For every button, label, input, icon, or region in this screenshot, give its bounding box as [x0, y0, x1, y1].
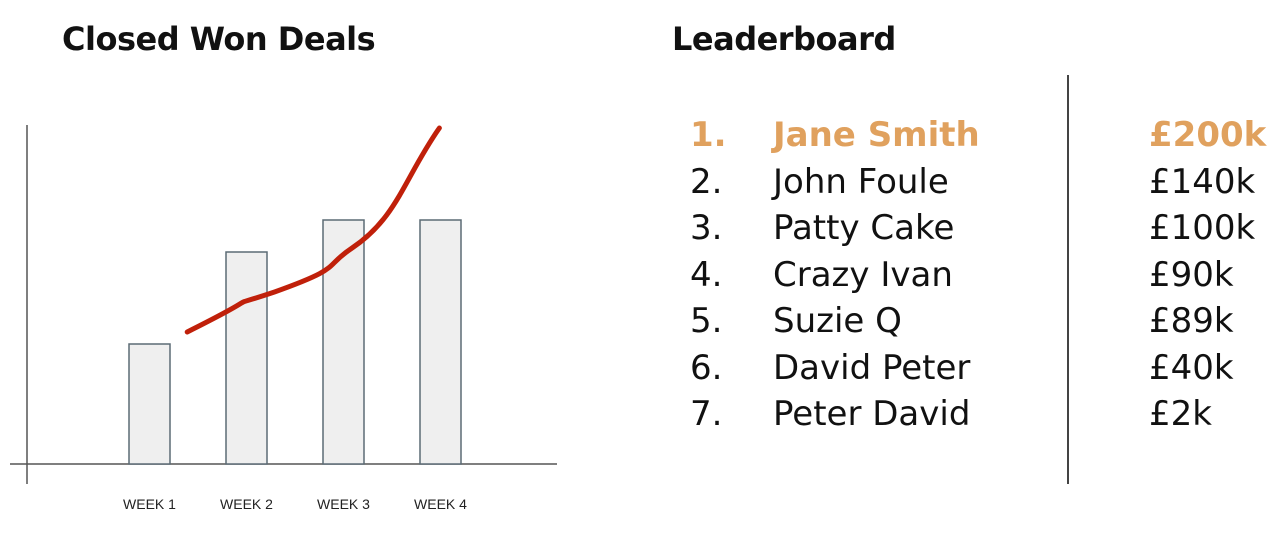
leaderboard-name: Crazy Ivan	[773, 254, 953, 295]
leaderboard-rank: 4.	[690, 254, 723, 295]
x-tick-label: WEEK 4	[414, 496, 467, 512]
bar-week-1	[128, 343, 171, 465]
trend-line	[184, 125, 442, 335]
leaderboard-rank: 5.	[690, 301, 723, 341]
leaderboard-rank: 2.	[690, 161, 723, 202]
leaderboard-amount: £140k	[1149, 161, 1256, 202]
leaderboard-divider	[1067, 75, 1069, 484]
leaderboard-row: 2. John Foule £140k	[690, 159, 1280, 206]
leaderboard-name: Jane Smith	[773, 115, 980, 155]
leaderboard-rank: 1.	[690, 115, 727, 155]
leaderboard-name: Suzie Q	[773, 301, 902, 341]
chart-title: Closed Won Deals	[62, 20, 376, 58]
leaderboard-amount: £200k	[1149, 115, 1267, 155]
leaderboard-row: 1. Jane Smith £200k	[690, 112, 1280, 159]
leaderboard-name: Peter David	[773, 394, 971, 434]
leaderboard-name: David Peter	[773, 347, 971, 388]
x-tick-label: WEEK 1	[123, 496, 176, 512]
bar-week-2	[225, 251, 268, 465]
leaderboard-row: 4. Crazy Ivan £90k	[690, 252, 1280, 299]
leaderboard-rank: 6.	[690, 347, 723, 388]
leaderboard-row: 7. Peter David £2k	[690, 391, 1280, 438]
leaderboard-title: Leaderboard	[672, 20, 896, 58]
leaderboard-name: John Foule	[773, 161, 949, 202]
x-tick-labels: WEEK 1 WEEK 2 WEEK 3 WEEK 4	[123, 496, 467, 512]
leaderboard-amount: £90k	[1149, 254, 1234, 295]
x-tick-label: WEEK 2	[220, 496, 273, 512]
leaderboard-amount: £2k	[1149, 394, 1212, 434]
leaderboard-rank: 7.	[690, 394, 723, 434]
leaderboard-row: 5. Suzie Q £89k	[690, 298, 1280, 345]
closed-won-deals-chart: WEEK 1 WEEK 2 WEEK 3 WEEK 4	[10, 125, 557, 512]
bars-group	[128, 219, 462, 465]
leaderboard-amount: £40k	[1149, 347, 1234, 388]
leaderboard-rank: 3.	[690, 208, 723, 248]
leaderboard-list: 1. Jane Smith £200k 2. John Foule £140k 3. Patt…	[690, 112, 1280, 438]
bar-week-3	[322, 219, 365, 465]
bar-week-4	[419, 219, 462, 465]
leaderboard-name: Patty Cake	[773, 208, 955, 248]
leaderboard-amount: £89k	[1149, 301, 1234, 341]
x-tick-label: WEEK 3	[317, 496, 370, 512]
leaderboard-row: 3. Patty Cake £100k	[690, 205, 1280, 252]
leaderboard-amount: £100k	[1149, 208, 1256, 248]
leaderboard-row: 6. David Peter £40k	[690, 345, 1280, 392]
